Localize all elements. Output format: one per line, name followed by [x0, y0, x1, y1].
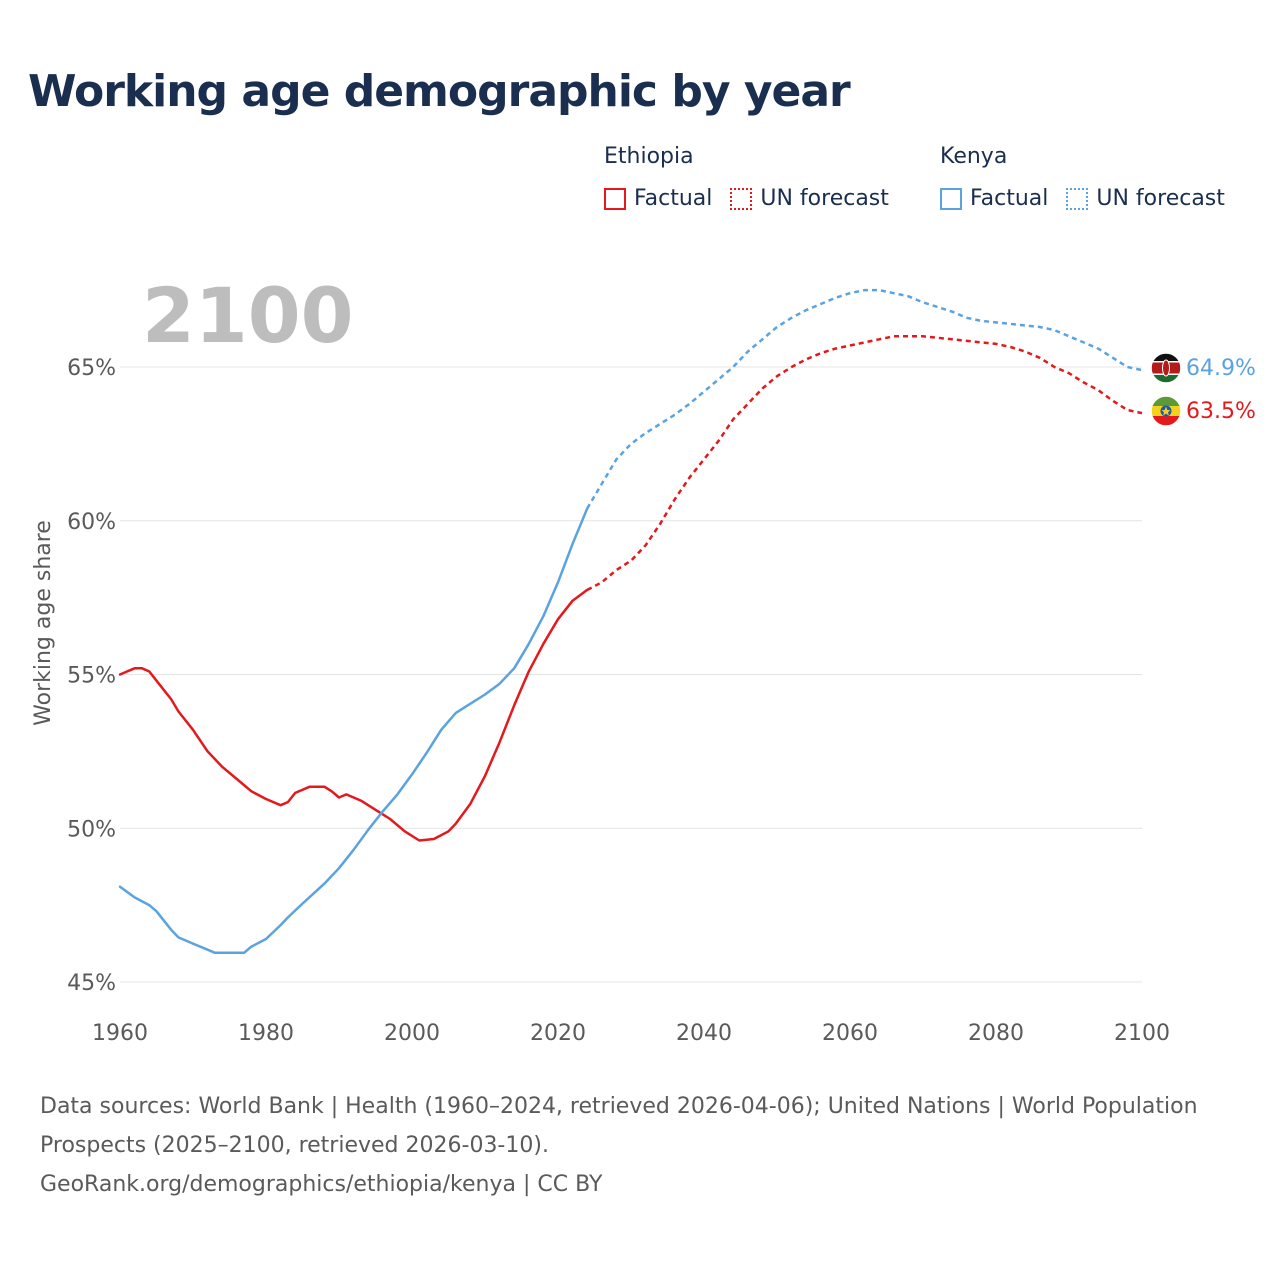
kenya-forecast-line — [586, 288, 1143, 510]
y-tick-label: 55% — [67, 664, 116, 689]
chart-title: Working age demographic by year — [28, 66, 851, 117]
legend-label: Factual — [634, 186, 713, 211]
y-axis-label: Working age share — [31, 520, 56, 726]
legend-ethiopia-forecast[interactable]: UN forecast — [730, 186, 889, 211]
ethiopia-factual-line — [118, 588, 589, 842]
y-tick-label: 50% — [67, 817, 116, 842]
y-tick-label: 45% — [67, 971, 116, 996]
legend-swatch-solid — [940, 187, 962, 210]
kenya-factual-line — [118, 507, 589, 955]
footer: Data sources: World Bank | Health (1960–… — [40, 1087, 1240, 1204]
legend-swatch-dotted — [730, 187, 753, 210]
x-tick-label: 1980 — [238, 1021, 294, 1046]
x-tick-label: 2040 — [676, 1021, 732, 1046]
y-tick-label: 60% — [67, 510, 116, 535]
legend-kenya-forecast[interactable]: UN forecast — [1066, 186, 1225, 211]
legend-country-ethiopia: Ethiopia — [604, 144, 694, 169]
legend-ethiopia: Ethiopia Factual UN forecast — [604, 144, 907, 211]
source-url-license: GeoRank.org/demographics/ethiopia/kenya … — [40, 1172, 603, 1197]
x-tick-label: 2020 — [530, 1021, 586, 1046]
data-sources-text: Data sources: World Bank | Health (1960–… — [40, 1094, 1198, 1158]
legend-ethiopia-factual[interactable]: Factual — [604, 186, 712, 211]
y-tick-label: 65% — [67, 356, 116, 381]
legend-label: Factual — [970, 186, 1049, 211]
x-tick-label: 2080 — [968, 1021, 1024, 1046]
legend-country-kenya: Kenya — [940, 144, 1008, 169]
kenya-flag — [1150, 352, 1182, 384]
x-axis: 1960 1980 2000 2020 2040 2060 2080 2100 — [92, 1021, 1170, 1046]
legend-kenya-factual[interactable]: Factual — [940, 186, 1048, 211]
legend-label: UN forecast — [1096, 186, 1225, 211]
ethiopia-end-label: 63.5% — [1186, 399, 1256, 424]
legend-label: UN forecast — [760, 186, 889, 211]
grid — [120, 366, 1142, 983]
legend-kenya: Kenya Factual UN forecast — [940, 144, 1243, 211]
kenya-end-label: 64.9% — [1186, 356, 1256, 381]
ethiopia-flag — [1150, 395, 1182, 427]
ethiopia-forecast-line — [586, 335, 1143, 592]
x-tick-label: 1960 — [92, 1021, 148, 1046]
x-tick-label: 2000 — [384, 1021, 440, 1046]
x-tick-label: 2060 — [822, 1021, 878, 1046]
legend-swatch-solid — [604, 187, 626, 210]
legend-swatch-dotted — [1066, 187, 1089, 210]
x-tick-label: 2100 — [1114, 1021, 1170, 1046]
y-axis: 45% 50% 55% 60% 65% — [67, 356, 116, 996]
year-watermark: 2100 — [142, 271, 354, 360]
series — [118, 288, 1143, 955]
